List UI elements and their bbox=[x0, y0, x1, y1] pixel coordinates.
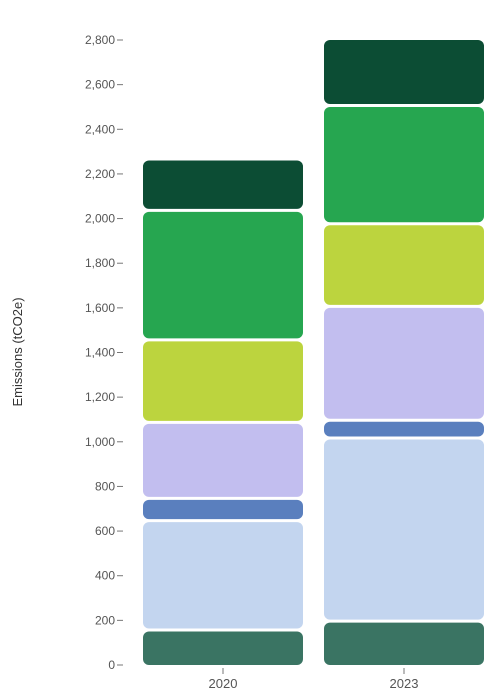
bar-segment bbox=[324, 421, 484, 437]
y-axis-label: Emissions (tCO2e) bbox=[10, 297, 25, 406]
y-tick-label: 400 bbox=[95, 569, 115, 583]
bar-stack-2020 bbox=[143, 160, 303, 665]
bar-segment bbox=[324, 40, 484, 104]
y-tick-label: 200 bbox=[95, 613, 115, 627]
bar-segment bbox=[324, 106, 484, 223]
y-tick-label: 600 bbox=[95, 524, 115, 538]
bar-segment bbox=[324, 307, 484, 419]
y-axis: 0 200 400 600 800 1,000 1,200 1,400 1,600 1,800 2,… bbox=[85, 33, 123, 672]
bar-segment bbox=[143, 211, 303, 339]
bar-segment bbox=[143, 423, 303, 497]
bar-segment bbox=[143, 160, 303, 209]
y-tick-label: 2,000 bbox=[85, 212, 115, 226]
x-axis: 2020 2023 bbox=[209, 668, 419, 691]
y-tick-label: 2,400 bbox=[85, 122, 115, 136]
bars bbox=[143, 40, 484, 665]
y-tick-label: 0 bbox=[108, 658, 115, 672]
bar-segment bbox=[143, 341, 303, 421]
y-tick-label: 2,800 bbox=[85, 33, 115, 47]
bar-segment bbox=[143, 631, 303, 665]
bar-stack-2023 bbox=[324, 40, 484, 665]
y-tick-label: 800 bbox=[95, 479, 115, 493]
y-tick-label: 2,600 bbox=[85, 78, 115, 92]
y-tick-label: 1,400 bbox=[85, 346, 115, 360]
bar-segment bbox=[143, 499, 303, 520]
y-tick-label: 1,200 bbox=[85, 390, 115, 404]
bar-segment bbox=[324, 439, 484, 620]
bar-segment bbox=[143, 522, 303, 629]
y-tick-label: 1,800 bbox=[85, 256, 115, 270]
y-tick-label: 1,600 bbox=[85, 301, 115, 315]
y-tick-label: 2,200 bbox=[85, 167, 115, 181]
x-tick-label: 2023 bbox=[390, 676, 419, 691]
bar-segment bbox=[324, 622, 484, 665]
y-tick-label: 1,000 bbox=[85, 435, 115, 449]
x-tick-label: 2020 bbox=[209, 676, 238, 691]
bar-segment bbox=[324, 225, 484, 305]
